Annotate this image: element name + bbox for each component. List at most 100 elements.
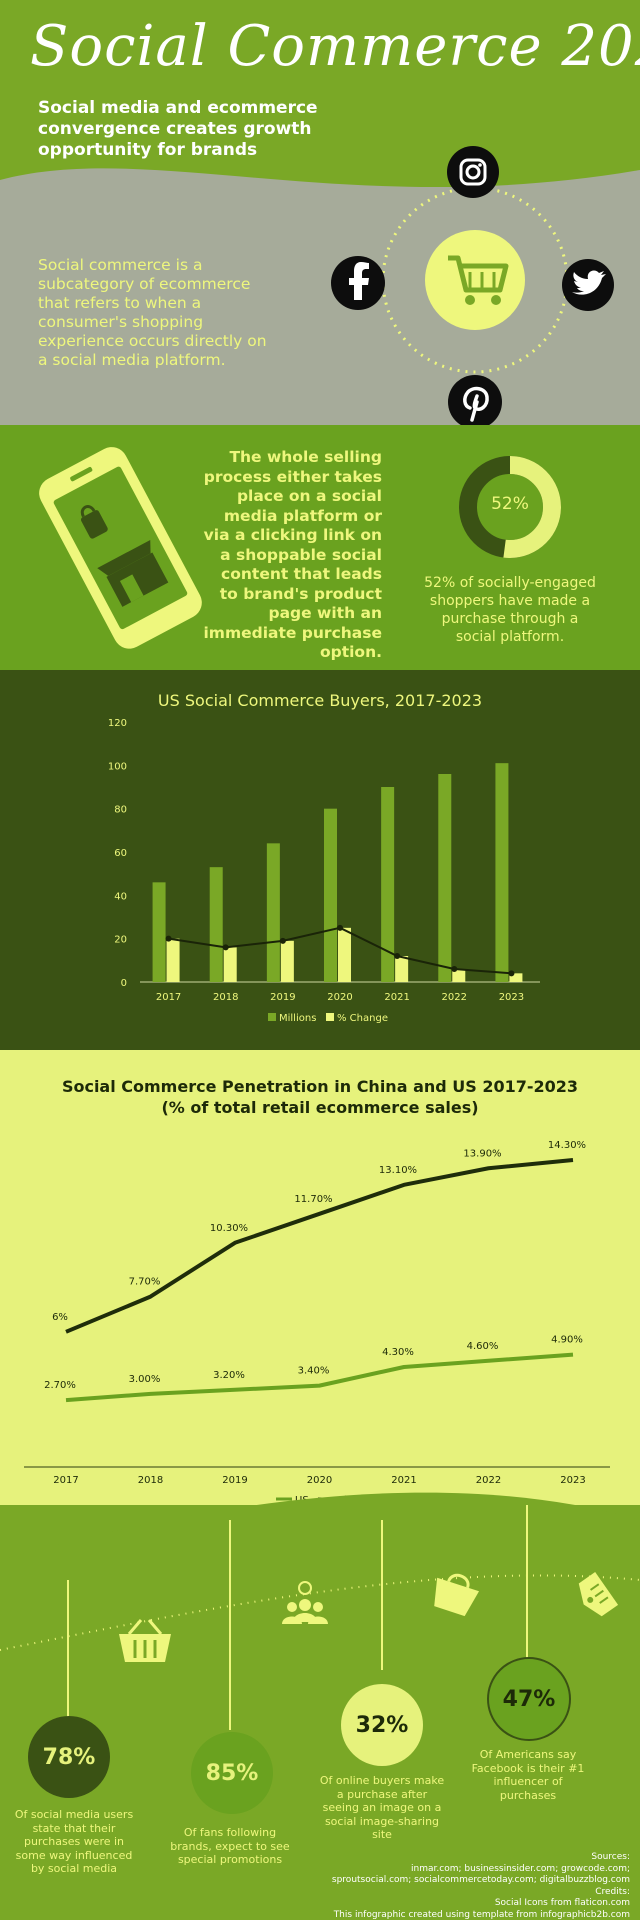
data-label-us: 3.20% <box>213 1370 245 1381</box>
x-tick-label: 2019 <box>270 992 295 1003</box>
trend-point <box>394 953 401 959</box>
stat-text-47: Of Americans say Facebook is their #1 in… <box>471 1748 585 1802</box>
trend-point <box>451 966 458 972</box>
y-tick-label: 0 <box>121 978 127 989</box>
data-label-china: 13.90% <box>463 1148 501 1159</box>
instagram-icon <box>447 146 499 198</box>
credits-label: Credits: <box>595 1886 630 1897</box>
trend-point <box>337 924 343 931</box>
bar-millions <box>438 774 452 982</box>
donut-fill <box>459 456 561 558</box>
us-buyers-bar-chart: US Social Commerce Buyers, 2017-2023 0 20 4… <box>108 691 540 1024</box>
bar-millions <box>495 763 509 982</box>
y-tick-label: 20 <box>114 935 127 946</box>
intro-text: Social commerce is a subcategory of ecom… <box>38 256 267 369</box>
data-label-china: 11.70% <box>294 1194 332 1205</box>
x-tick-label: 2017 <box>53 1475 78 1486</box>
bar-percent-change <box>509 973 523 982</box>
shopping-bag-icon <box>434 1573 480 1617</box>
x-tick-label: 2020 <box>327 992 352 1003</box>
trend-point <box>279 937 286 944</box>
x-tick-label: 2022 <box>442 992 467 1003</box>
bar-millions <box>209 867 223 982</box>
x-tick-label: 2019 <box>222 1475 247 1486</box>
y-tick-label: 100 <box>108 761 127 772</box>
y-tick-label: 80 <box>114 805 127 816</box>
process-description: The whole selling process either takes p… <box>203 448 382 661</box>
legend-label-change: % Change <box>337 1013 388 1024</box>
bar-millions <box>266 843 280 982</box>
bar-chart-section <box>0 670 640 1050</box>
bar-millions <box>324 808 337 982</box>
bar-chart-title: US Social Commerce Buyers, 2017-2023 <box>158 691 482 710</box>
line-series-china <box>65 1157 574 1334</box>
x-tick-label: 2023 <box>499 992 524 1003</box>
legend-swatch-millions <box>268 1013 276 1021</box>
page-title: Social Commerce 2021 <box>30 14 640 79</box>
data-label-china: 14.30% <box>548 1140 586 1151</box>
data-label-china: 6% <box>52 1312 68 1323</box>
data-label-china: 7.70% <box>129 1277 161 1288</box>
donut-caption: 52% of socially-engaged shoppers have ma… <box>424 575 596 645</box>
donut-52-percent <box>459 456 561 558</box>
line-chart-section <box>0 1050 640 1505</box>
trend-point <box>508 970 515 977</box>
bar-millions <box>381 787 395 982</box>
y-tick-label: 40 <box>114 891 127 902</box>
shopping-cart-icon <box>425 230 525 330</box>
y-tick-label: 60 <box>114 848 127 859</box>
credits-line-1: Social Icons from flaticon.com <box>494 1898 630 1908</box>
credits-line-2: This infographic created using template … <box>333 1909 630 1920</box>
facebook-icon <box>331 256 385 310</box>
bar-percent-change <box>166 938 180 982</box>
data-label-us: 4.30% <box>382 1347 414 1358</box>
stat-circle-32: 32% <box>341 1684 423 1766</box>
page-subtitle: Social media and ecommerce convergence c… <box>38 98 318 160</box>
x-tick-label: 2018 <box>213 992 238 1003</box>
basket-icon <box>119 1619 171 1662</box>
bar-percent-change <box>338 927 351 982</box>
stat-circle-78: 78% <box>28 1716 110 1798</box>
x-tick-label: 2021 <box>391 1475 416 1486</box>
donut-value: 52% <box>491 494 529 514</box>
bar-millions <box>152 882 166 982</box>
x-tick-label: 2022 <box>476 1475 501 1486</box>
data-label-china: 10.30% <box>210 1223 248 1234</box>
trend-point <box>222 944 229 951</box>
stat-text-32: Of online buyers make a purchase after s… <box>319 1774 445 1841</box>
sources-line-2: sproutsocial.com; socialcommercetoday.co… <box>331 1875 630 1885</box>
twitter-icon <box>562 259 614 311</box>
penetration-line-chart: 2.70% 3.00% 3.20% 3.40% 4.30% 4.60% 4.90% 6% 7.7… <box>24 1140 610 1505</box>
legend-swatch-change <box>326 1013 334 1021</box>
trend-point <box>165 935 172 942</box>
data-label-us: 3.40% <box>298 1366 330 1377</box>
x-tick-label: 2018 <box>138 1475 163 1486</box>
pinterest-icon <box>448 375 502 429</box>
data-label-us: 4.60% <box>467 1341 499 1352</box>
line-chart-title-text: Social Commerce Penetration in China and… <box>61 1077 579 1096</box>
sources-label: Sources: <box>591 1852 630 1862</box>
line-series-us <box>65 1352 574 1403</box>
stat-text-85: Of fans following brands, expect to see … <box>170 1826 290 1866</box>
x-tick-label: 2021 <box>384 992 409 1003</box>
mobile-shop-icon <box>39 447 202 649</box>
legend-label-millions: Millions <box>279 1013 316 1024</box>
line-chart-subtitle: (% of total retail ecommerce sales) <box>161 1098 479 1117</box>
line-chart-title: Social Commerce Penetration in China and… <box>40 1076 600 1118</box>
stat-circle-47: 47% <box>487 1657 571 1741</box>
bar-percent-change <box>452 969 466 982</box>
x-tick-label: 2020 <box>307 1475 332 1486</box>
bottom-wave-background <box>0 1492 640 1920</box>
price-tag-icon <box>578 1572 619 1617</box>
data-label-us: 4.90% <box>551 1335 583 1346</box>
stat-text-78: Of social media users state that their p… <box>14 1808 134 1875</box>
people-idea-icon <box>282 1581 328 1624</box>
sources-line-1: inmar.com; businessinsider.com; growcode… <box>411 1863 630 1874</box>
bar-percent-change <box>395 956 409 982</box>
bar-percent-change <box>223 947 237 982</box>
bar-percent-change <box>280 940 294 982</box>
y-tick-label: 120 <box>108 718 127 729</box>
data-label-us: 3.00% <box>129 1374 161 1385</box>
social-icons-cluster <box>331 146 614 429</box>
